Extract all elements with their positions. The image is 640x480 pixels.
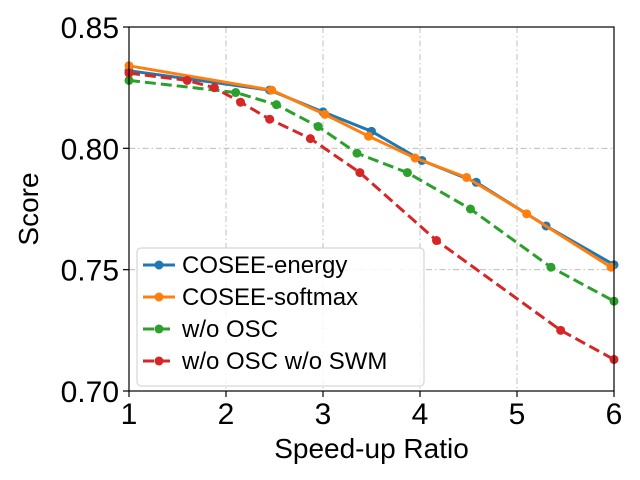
series-w-o-osc-w-o-swm xyxy=(124,68,619,364)
data-point xyxy=(352,148,362,158)
data-point xyxy=(236,97,246,107)
legend-item: w/o OSC w/o SWM xyxy=(143,348,387,375)
data-point xyxy=(313,121,323,131)
legend-swatch-marker xyxy=(154,292,164,302)
x-tick-label: 3 xyxy=(315,398,332,431)
legend-swatch-marker xyxy=(154,260,164,270)
x-tick-label: 4 xyxy=(412,398,429,431)
x-tick-label: 5 xyxy=(509,398,526,431)
series-cosee-softmax xyxy=(124,61,616,272)
data-point xyxy=(364,131,374,141)
legend-box xyxy=(136,247,425,387)
data-point xyxy=(231,88,241,98)
legend-label: COSEE-softmax xyxy=(182,284,358,311)
legend-item: w/o OSC xyxy=(143,316,278,343)
data-point xyxy=(271,100,281,110)
data-point xyxy=(410,153,420,163)
data-point xyxy=(431,236,441,246)
legend-swatch-marker xyxy=(154,324,164,334)
data-point xyxy=(546,262,556,272)
y-axis-title: Score xyxy=(13,172,44,245)
y-tick-label: 0.70 xyxy=(61,376,119,409)
data-point xyxy=(305,134,315,144)
data-point xyxy=(320,109,330,119)
data-point xyxy=(465,204,475,214)
legend-label: COSEE-energy xyxy=(182,252,347,279)
data-point xyxy=(267,85,277,95)
data-point xyxy=(462,172,472,182)
data-point xyxy=(355,168,365,178)
legend-label: w/o OSC xyxy=(181,316,278,343)
x-axis-title: Speed-up Ratio xyxy=(274,433,469,464)
data-point xyxy=(265,114,275,124)
legend-item: COSEE-energy xyxy=(143,252,347,279)
legend-label: w/o OSC w/o SWM xyxy=(181,348,387,375)
data-point xyxy=(522,209,532,219)
legend-swatch-marker xyxy=(154,356,164,366)
x-tick-label: 6 xyxy=(606,398,623,431)
y-tick-label: 0.75 xyxy=(61,255,119,288)
legend: COSEE-energy COSEE-softmax w/o OSC w/o OSC … xyxy=(136,247,425,387)
data-point xyxy=(209,83,219,93)
legend-item: COSEE-softmax xyxy=(143,284,358,311)
axis-ticks: 1 2 3 4 5 6 0.70 0.75 0.80 0.85 xyxy=(61,12,623,431)
data-point xyxy=(556,325,566,335)
x-tick-label: 2 xyxy=(218,398,235,431)
series-w-o-osc xyxy=(124,75,619,306)
series-line xyxy=(128,71,615,361)
data-point xyxy=(402,168,412,178)
y-tick-label: 0.85 xyxy=(61,12,119,45)
x-tick-label: 1 xyxy=(121,398,138,431)
data-point xyxy=(182,75,192,85)
series-line xyxy=(128,64,612,269)
y-tick-label: 0.80 xyxy=(61,133,119,166)
data-point xyxy=(606,262,616,272)
plot-frame xyxy=(128,26,615,392)
series-group xyxy=(124,61,619,364)
